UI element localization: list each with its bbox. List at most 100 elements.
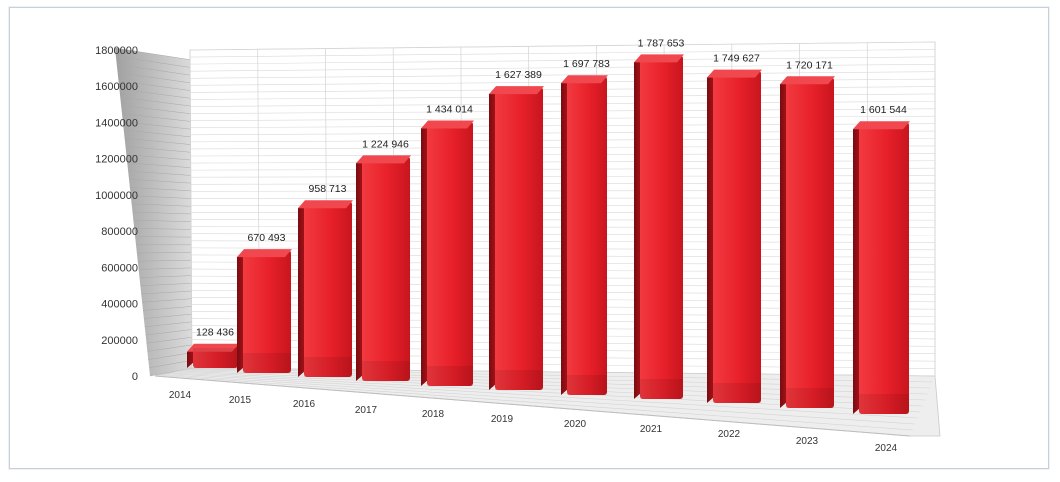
y-tick-label: 800000 [101, 226, 138, 238]
floor-front-edge [154, 375, 911, 437]
bar-side [780, 77, 787, 409]
side-wall-gridline [142, 306, 193, 311]
bar-front [640, 55, 683, 400]
y-tick-label: 400000 [101, 299, 138, 311]
bar-2015 [237, 249, 292, 373]
side-wall-gridline [116, 64, 193, 76]
x-tick-label-2016: 2016 [293, 399, 316, 410]
x-tick-label-2017: 2017 [355, 405, 378, 416]
side-wall-gridline [137, 259, 193, 262]
x-tick-label-2019: 2019 [491, 414, 514, 425]
side-wall-gridline [126, 154, 193, 161]
y-tick-label: 1200000 [95, 154, 138, 166]
bar-front [713, 70, 761, 404]
side-wall-gridline [138, 267, 193, 270]
bar-top [298, 200, 353, 209]
bar-top [356, 155, 411, 164]
side-wall [115, 48, 192, 376]
data-label-2023: 1 720 171 [786, 59, 833, 71]
bar-2021 [634, 54, 684, 400]
bar-side [237, 250, 244, 373]
side-wall-gridline [148, 352, 193, 360]
side-wall-gridline [144, 321, 193, 328]
x-tick-label-2020: 2020 [564, 419, 587, 430]
bar-side [356, 156, 363, 381]
data-label-2017: 1 224 946 [362, 138, 409, 150]
side-wall-gridline [146, 336, 193, 344]
back-wall-vgrid [189, 49, 193, 369]
side-wall-gridline [140, 283, 193, 287]
data-label-2016: 958 713 [309, 183, 347, 195]
side-wall-gridline [122, 121, 193, 130]
y-tick-label: 200000 [101, 335, 138, 347]
bar-top [561, 75, 608, 84]
side-wall-gridline [114, 47, 193, 61]
bar-side [298, 201, 305, 377]
side-wall-gridline [139, 275, 193, 278]
bar-reflection [640, 379, 683, 399]
data-label-2020: 1 697 783 [563, 58, 610, 70]
bar-reflection [859, 394, 909, 414]
bar-front [304, 201, 352, 377]
bar-top [780, 76, 835, 85]
floor-gridline [166, 373, 918, 419]
bar-2016 [298, 200, 353, 377]
side-wall-gridline [117, 72, 193, 84]
side-wall-gridline [121, 113, 193, 122]
bar-front [362, 156, 410, 381]
side-wall-gridline [128, 170, 193, 176]
bar-chart-3d: 0 200000 400000 600000 800000 1000000 1200000 1… [95, 37, 941, 454]
x-tick-label-2023: 2023 [796, 436, 819, 447]
bar-2024 [853, 121, 910, 415]
y-tick-label: 1600000 [95, 81, 138, 93]
bar-top [489, 86, 544, 95]
bar-front [859, 122, 909, 415]
bar-front [786, 77, 834, 408]
side-wall-gridline [123, 129, 193, 138]
y-tick-label: 600000 [101, 262, 138, 274]
bar-front [567, 76, 607, 395]
bar-top [187, 343, 239, 352]
side-wall-gridline [124, 137, 193, 145]
bars-layer [187, 54, 910, 415]
bar-reflection [713, 383, 761, 403]
back-wall-gridline [190, 63, 936, 72]
bar-reflection [193, 348, 238, 368]
side-wall-gridline [136, 252, 193, 254]
x-tick-label-2018: 2018 [422, 409, 445, 420]
bar-reflection [362, 361, 410, 381]
bar-front [243, 250, 291, 373]
bar-top [421, 120, 474, 129]
side-wall-gridline [130, 195, 193, 199]
side-wall-gridline [121, 105, 193, 115]
data-label-2024: 1 601 544 [860, 104, 907, 116]
side-wall-gridline [120, 96, 193, 107]
side-wall-gridline [131, 203, 193, 207]
side-wall-gridline [128, 178, 193, 184]
side-wall-gridline [145, 329, 193, 336]
labels-layer: 0 200000 400000 600000 800000 1000000 1200000 1… [95, 37, 907, 454]
bar-side [634, 55, 641, 400]
bar-front [427, 121, 473, 386]
bar-side [853, 122, 860, 414]
back-wall-gridline [189, 41, 936, 51]
bar-side [489, 87, 496, 390]
bar-reflection [495, 370, 543, 390]
y-tick-label: 1800000 [95, 45, 138, 57]
data-label-2014: 128 436 [196, 327, 234, 339]
x-tick-label-2021: 2021 [640, 424, 663, 435]
x-tick-label-2022: 2022 [718, 429, 741, 440]
side-wall-gridline [115, 55, 193, 68]
bar-top [707, 69, 762, 78]
data-label-2019: 1 627 389 [495, 69, 542, 81]
floor-gridline [158, 374, 913, 431]
side-wall-gridline [118, 80, 193, 92]
chart-frame: 0 200000 400000 600000 800000 1000000 1200000 1… [9, 7, 1049, 469]
bar-front [495, 87, 543, 391]
bar-side [561, 76, 568, 395]
side-wall-gridline [142, 298, 193, 303]
bar-2023 [780, 76, 835, 409]
bar-2017 [356, 155, 411, 381]
bar-2018 [421, 120, 474, 386]
back-wall-gridline [190, 71, 936, 79]
